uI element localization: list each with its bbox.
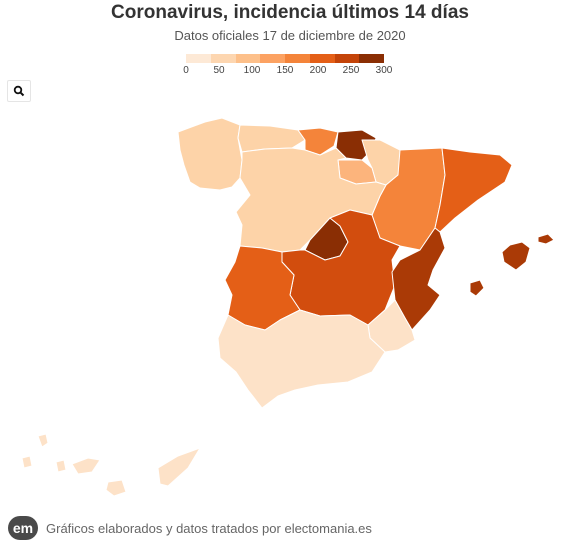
legend-color-swatch xyxy=(309,54,335,63)
region-galicia[interactable] xyxy=(177,117,243,191)
footer-credit: Gráficos elaborados y datos tratados por… xyxy=(46,520,372,536)
legend-color-swatch xyxy=(235,54,261,63)
legend-color-swatch xyxy=(186,54,211,63)
legend-tick: 100 xyxy=(243,65,261,76)
legend-color-swatch xyxy=(260,54,285,63)
region-cataluna[interactable] xyxy=(434,147,513,233)
region-canarias[interactable] xyxy=(157,447,201,487)
region-canarias[interactable] xyxy=(21,455,33,469)
legend-color-scale xyxy=(186,54,384,63)
region-canarias[interactable] xyxy=(71,457,101,475)
electomania-logo: em xyxy=(8,516,38,540)
legend-tick: 300 xyxy=(375,65,393,76)
legend-color-swatch xyxy=(359,54,384,63)
chart-title: Coronavirus, incidencia últimos 14 días xyxy=(111,2,469,23)
region-illes-balears[interactable] xyxy=(537,233,555,245)
search-icon xyxy=(13,85,25,97)
region-canarias[interactable] xyxy=(55,459,67,473)
spain-map xyxy=(21,117,555,497)
legend-tick: 250 xyxy=(342,65,360,76)
legend-color-swatch xyxy=(210,54,236,63)
legend-color-swatch xyxy=(334,54,360,63)
legend-tick: 150 xyxy=(276,65,294,76)
region-illes-balears[interactable] xyxy=(469,279,485,297)
legend-tick: 50 xyxy=(213,65,225,76)
footer: em Gráficos elaborados y datos tratados … xyxy=(8,514,372,542)
legend-tick: 0 xyxy=(183,65,189,76)
legend-tick: 200 xyxy=(309,65,327,76)
region-canarias[interactable] xyxy=(105,479,127,497)
region-andalucia[interactable] xyxy=(217,309,386,409)
region-illes-balears[interactable] xyxy=(501,241,531,271)
color-legend: 0 50 100 150 200 250 300 xyxy=(180,50,393,80)
region-comunitat-valenciana[interactable] xyxy=(391,227,446,331)
region-cantabria[interactable] xyxy=(297,127,339,156)
region-canarias[interactable] xyxy=(37,433,49,448)
chart-subtitle: Datos oficiales 17 de diciembre de 2020 xyxy=(174,28,406,43)
legend-color-swatch xyxy=(285,54,310,63)
zoom-button[interactable] xyxy=(7,80,31,102)
